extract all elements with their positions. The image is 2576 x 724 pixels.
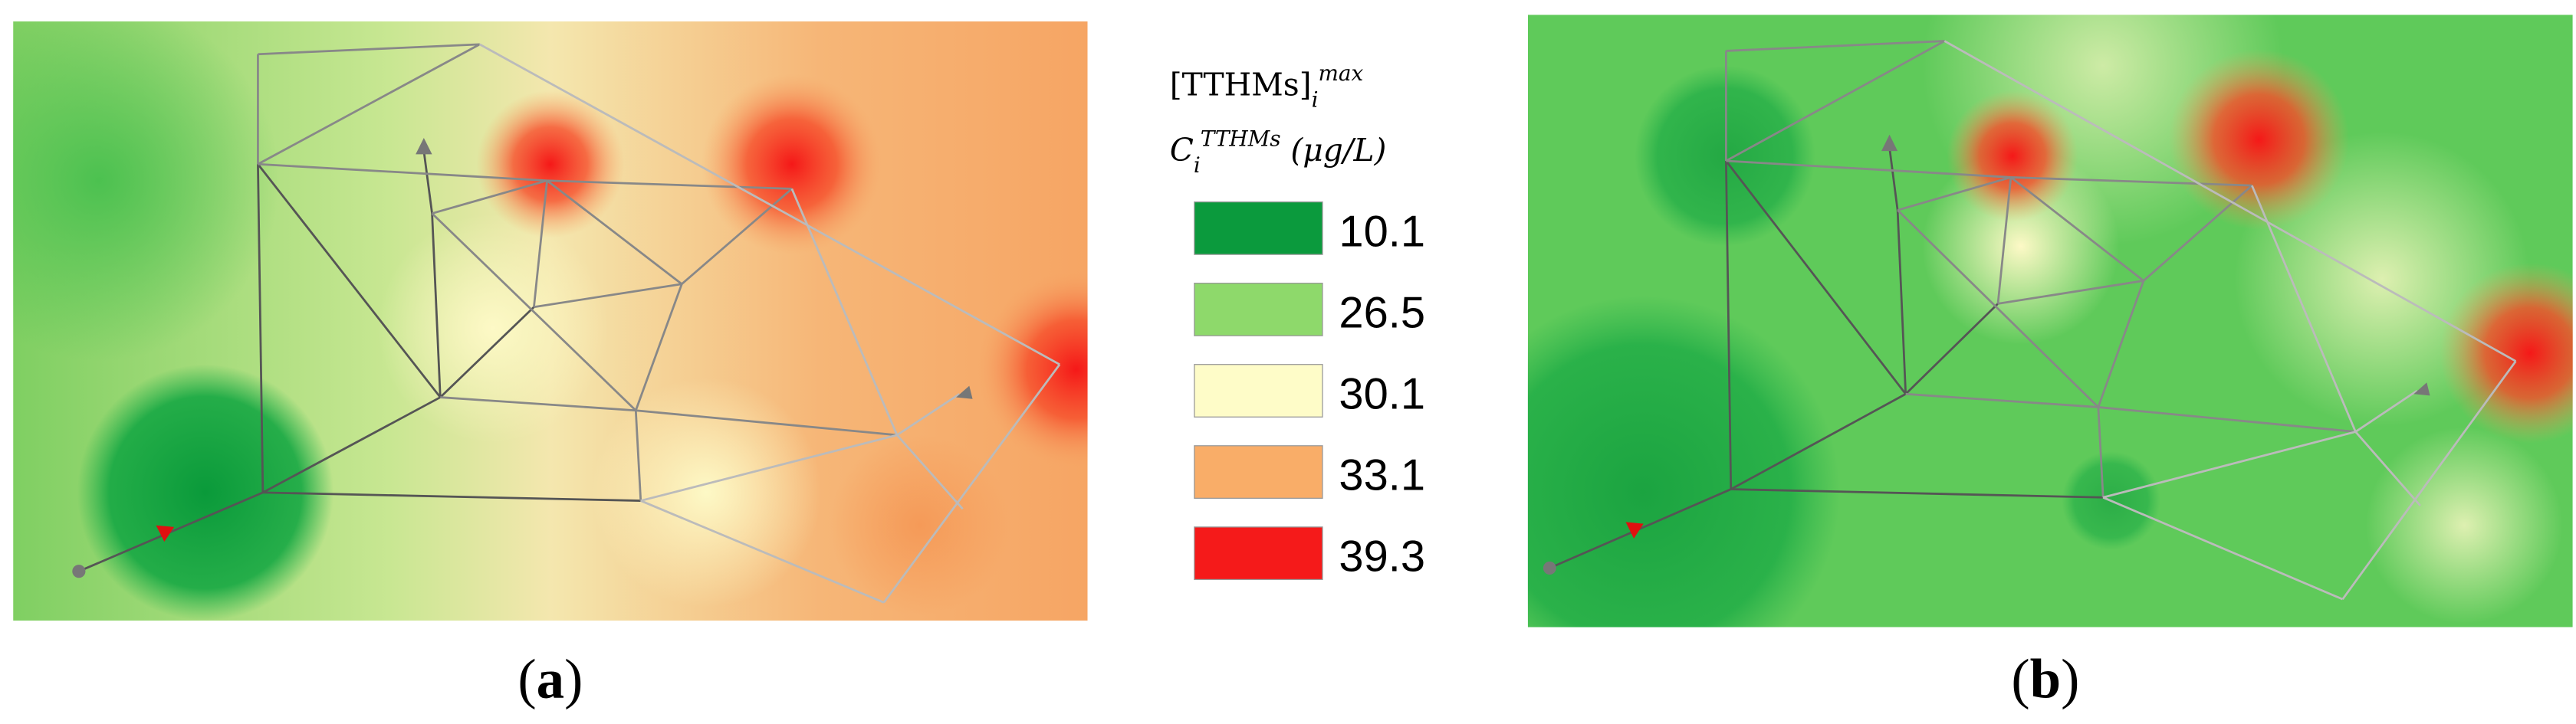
shape-tspan: [TTHMs] [1170,66,1312,103]
shape-tspan: i [1194,152,1201,178]
legend-swatch [1194,201,1323,255]
legend-title: [TTHMs]imax [1170,61,1364,112]
shape-tspan: b [2030,648,2062,710]
shape-circle [2365,427,2563,624]
legend-subtitle: CiTTHMs (μg/L) [1170,126,1387,178]
panel-label: (b) [2011,648,2079,710]
shape-circle [978,270,1088,468]
legend-swatch [1194,364,1323,418]
panel-label: (a) [518,648,583,710]
legend: [TTHMs]imax CiTTHMs (μg/L) 10.126.530.133… [1170,61,1425,581]
legend-label: 33.1 [1339,451,1425,500]
legend-label: 39.3 [1339,532,1425,581]
legend-swatch [1194,445,1323,499]
legend-label: 10.1 [1339,207,1425,256]
shape-tspan: i [1312,87,1319,112]
shape-circle [77,364,334,621]
shape-tspan: a [537,648,564,710]
shape-ellipse [13,21,280,362]
shape-circle [591,377,822,608]
shape-circle [830,434,1010,616]
shape-circle [476,90,625,238]
shape-tspan: max [1318,61,1363,86]
shape-circle [2440,262,2573,444]
legend-label: 30.1 [1339,370,1425,419]
legend-swatch [1194,283,1323,336]
shape-circle [377,213,608,444]
shape-tspan: TTHMs [1201,126,1281,152]
shape-circle [1947,90,2078,222]
shape-circle [1527,295,1840,627]
shape-circle [1635,65,1815,247]
legend-label: 26.5 [1339,289,1425,338]
heatmap-a [13,21,1088,621]
heatmap-b [1527,15,2573,627]
shape-tspan: C [1170,132,1194,169]
shape-circle [702,74,882,255]
legend-swatch [1194,526,1323,581]
shape-tspan: (μg/L) [1290,132,1386,169]
